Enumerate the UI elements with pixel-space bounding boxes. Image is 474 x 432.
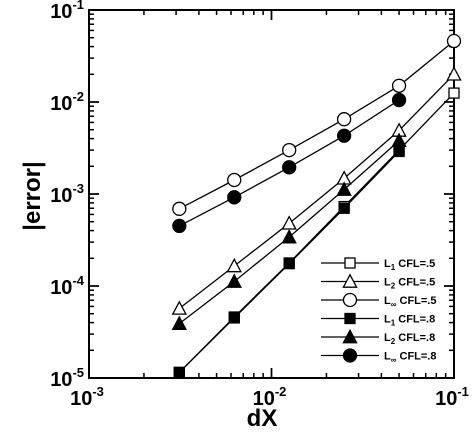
data-point <box>281 229 297 244</box>
data-point <box>228 312 240 324</box>
x-tick-label: 10-2 <box>253 384 287 410</box>
data-point <box>227 172 242 188</box>
data-point <box>283 257 295 270</box>
legend-marker <box>344 257 356 269</box>
legend-label: L1 CFL=.5 <box>384 258 435 272</box>
series-6 <box>172 92 407 234</box>
x-tick-label: 10-3 <box>70 384 104 410</box>
data-point <box>336 181 352 196</box>
legend-entry: L2 CFL=.5 <box>321 273 435 291</box>
data-point <box>171 315 187 330</box>
y-tick-label: 10-5 <box>50 365 84 391</box>
x-tick-labels: 10-3 10-2 10-1 <box>70 384 469 410</box>
data-point <box>446 66 462 81</box>
data-point <box>393 145 405 158</box>
data-point <box>338 202 350 214</box>
series-4 <box>173 145 405 379</box>
data-point <box>227 190 242 205</box>
legend-label: L∞ CFL=.8 <box>384 351 436 365</box>
y-tick-labels: 10-5 10-4 10-3 10-2 10-1 <box>50 0 85 391</box>
legend-entry: L1 CFL=.8 <box>321 312 435 328</box>
data-point <box>391 132 407 148</box>
x-axis-title: dX <box>247 405 278 432</box>
legend-marker <box>342 292 358 308</box>
legend-entry: L1 CFL=.5 <box>321 257 435 272</box>
y-tick-label: 10-2 <box>50 89 84 115</box>
y-tick-label: 10-4 <box>50 273 85 299</box>
legend-label: L1 CFL=.8 <box>384 314 435 328</box>
data-point <box>173 366 185 379</box>
data-point <box>448 87 460 99</box>
legend-marker <box>344 312 356 325</box>
data-point <box>226 273 242 288</box>
data-point <box>391 92 407 108</box>
data-point <box>226 257 242 273</box>
legend-label: L2 CFL=.5 <box>384 277 435 291</box>
legend-entry: L∞ CFL=.5 <box>321 292 436 309</box>
y-axis-title: |error| <box>19 161 46 230</box>
series-layer <box>171 33 462 379</box>
legend-marker <box>342 273 358 288</box>
data-point <box>172 201 187 216</box>
legend-label: L2 CFL=.8 <box>384 332 435 346</box>
data-point <box>446 33 462 49</box>
series-line <box>178 73 455 309</box>
legend-label: L∞ CFL=.5 <box>384 295 436 309</box>
data-point <box>336 112 352 127</box>
legend-marker <box>342 328 358 344</box>
legend-marker <box>342 348 358 363</box>
series-line <box>179 40 455 210</box>
legend: L1 CFL=.5 L2 CFL=.5 L∞ CFL=.5 L1 CFL=.8 L2 C… <box>321 257 436 365</box>
y-tick-label: 10-3 <box>50 181 84 207</box>
y-tick-label: 10-1 <box>50 0 84 23</box>
data-point <box>281 215 297 230</box>
series-3 <box>172 33 462 216</box>
data-point <box>282 160 297 175</box>
data-point <box>282 142 297 158</box>
legend-entry: L∞ CFL=.8 <box>321 348 436 365</box>
series-5 <box>171 132 407 330</box>
data-point <box>391 78 407 93</box>
data-point <box>172 218 187 234</box>
data-point <box>171 300 187 315</box>
legend-entry: L2 CFL=.8 <box>321 328 435 346</box>
x-tick-label: 10-1 <box>435 384 469 410</box>
series-2 <box>171 66 462 315</box>
data-point <box>336 128 352 143</box>
